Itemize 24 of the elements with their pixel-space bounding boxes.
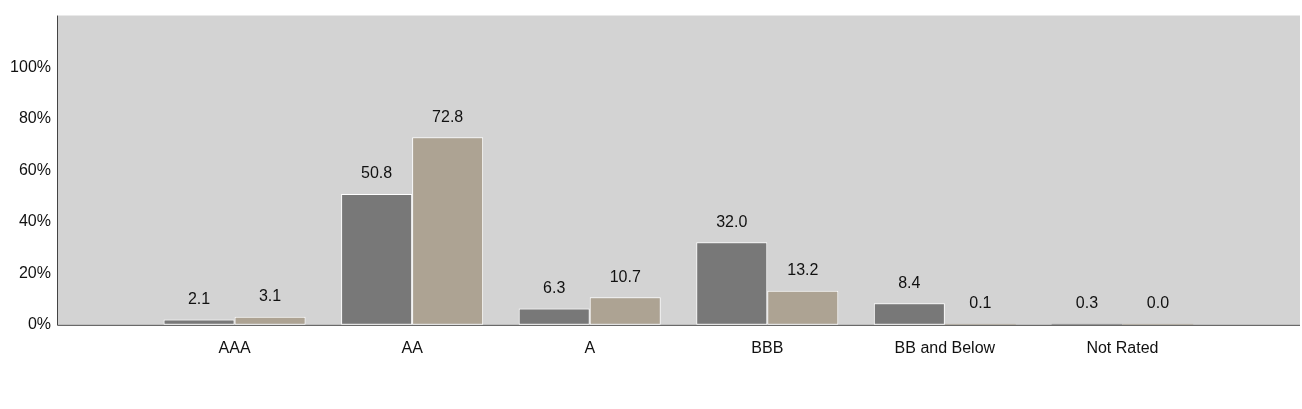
data-label: 2.1 [187,289,211,307]
data-label: 8.4 [898,273,921,291]
data-label: 3.1 [258,287,282,305]
y-tick-label: 0% [27,315,51,333]
data-label: 32.0 [716,212,748,230]
x-tick-label: AAA [218,338,251,356]
x-tick-label: Not Rated [1086,338,1159,356]
x-tick-label: AA [401,338,424,356]
data-label: 10.7 [609,267,641,285]
x-tick-label: BBB [751,338,784,356]
data-label: 0.1 [969,294,992,312]
x-tick-label: BB and Below [894,338,996,356]
y-tick-label: 80% [18,109,51,127]
data-label: 6.3 [543,278,566,296]
data-label: 72.8 [432,107,464,125]
y-tick-label: 40% [18,212,51,230]
x-tick-label: A [584,338,596,356]
y-tick-label: 20% [18,263,51,281]
data-label: 13.2 [787,261,819,279]
data-label: 0.0 [1146,294,1170,312]
y-tick-label: 60% [18,160,51,178]
data-label: 50.8 [361,164,393,182]
y-tick-label: 100% [10,57,51,75]
data-label: 0.3 [1075,294,1099,312]
